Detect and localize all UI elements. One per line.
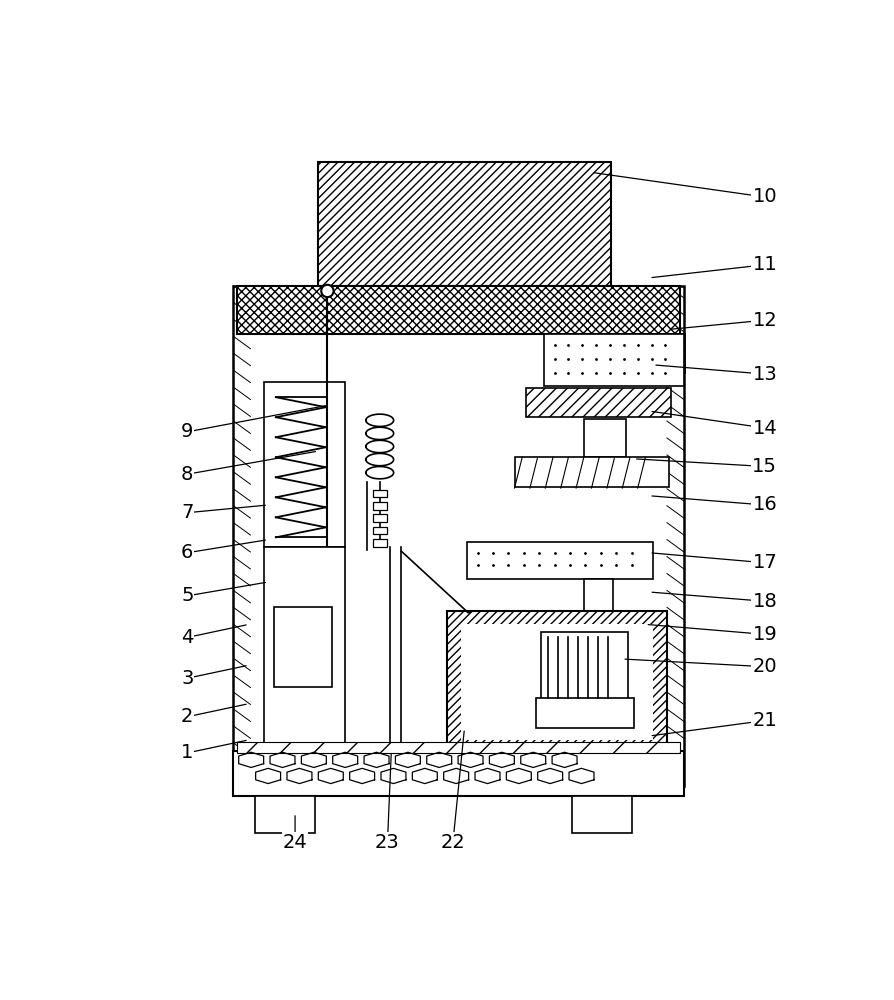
Text: 15: 15 — [752, 457, 776, 476]
Text: 11: 11 — [752, 255, 776, 274]
Text: 19: 19 — [752, 625, 776, 644]
Text: 24: 24 — [283, 833, 308, 852]
Bar — [571, 796, 632, 833]
Bar — [274, 607, 332, 687]
Bar — [373, 490, 386, 497]
Bar — [237, 742, 679, 753]
Text: 2: 2 — [181, 707, 193, 726]
Text: 5: 5 — [181, 586, 193, 605]
Bar — [467, 542, 653, 579]
Bar — [446, 611, 666, 751]
Text: 4: 4 — [181, 628, 193, 647]
Text: 13: 13 — [752, 365, 776, 384]
Text: 23: 23 — [375, 833, 400, 852]
Text: 6: 6 — [181, 543, 193, 562]
Bar — [255, 796, 315, 833]
Bar — [373, 502, 386, 510]
Text: 22: 22 — [440, 833, 465, 852]
Bar — [317, 162, 610, 286]
Bar — [373, 514, 386, 522]
Text: 14: 14 — [752, 418, 776, 438]
Text: 10: 10 — [752, 188, 776, 207]
Text: 17: 17 — [752, 553, 776, 572]
Text: 8: 8 — [181, 465, 193, 484]
Text: 12: 12 — [752, 311, 776, 330]
Bar — [583, 419, 626, 457]
Bar — [373, 539, 386, 547]
Text: 3: 3 — [181, 669, 193, 688]
Text: 18: 18 — [752, 592, 776, 611]
Bar — [536, 698, 633, 728]
Text: 16: 16 — [752, 495, 776, 514]
Circle shape — [321, 285, 333, 297]
Bar — [233, 751, 683, 796]
Bar — [653, 334, 685, 373]
Text: 7: 7 — [181, 503, 193, 522]
Text: 21: 21 — [752, 711, 776, 730]
Bar — [583, 579, 612, 611]
Bar — [264, 382, 345, 547]
Bar — [233, 286, 683, 786]
Bar — [541, 632, 628, 713]
Bar — [237, 286, 679, 334]
Bar — [460, 624, 653, 740]
Text: 20: 20 — [752, 657, 776, 676]
Bar — [514, 457, 668, 487]
Bar — [544, 334, 683, 386]
Bar — [373, 527, 386, 534]
Bar — [526, 388, 670, 417]
Text: 1: 1 — [181, 743, 193, 762]
Text: 9: 9 — [181, 422, 193, 441]
Bar — [264, 547, 345, 786]
